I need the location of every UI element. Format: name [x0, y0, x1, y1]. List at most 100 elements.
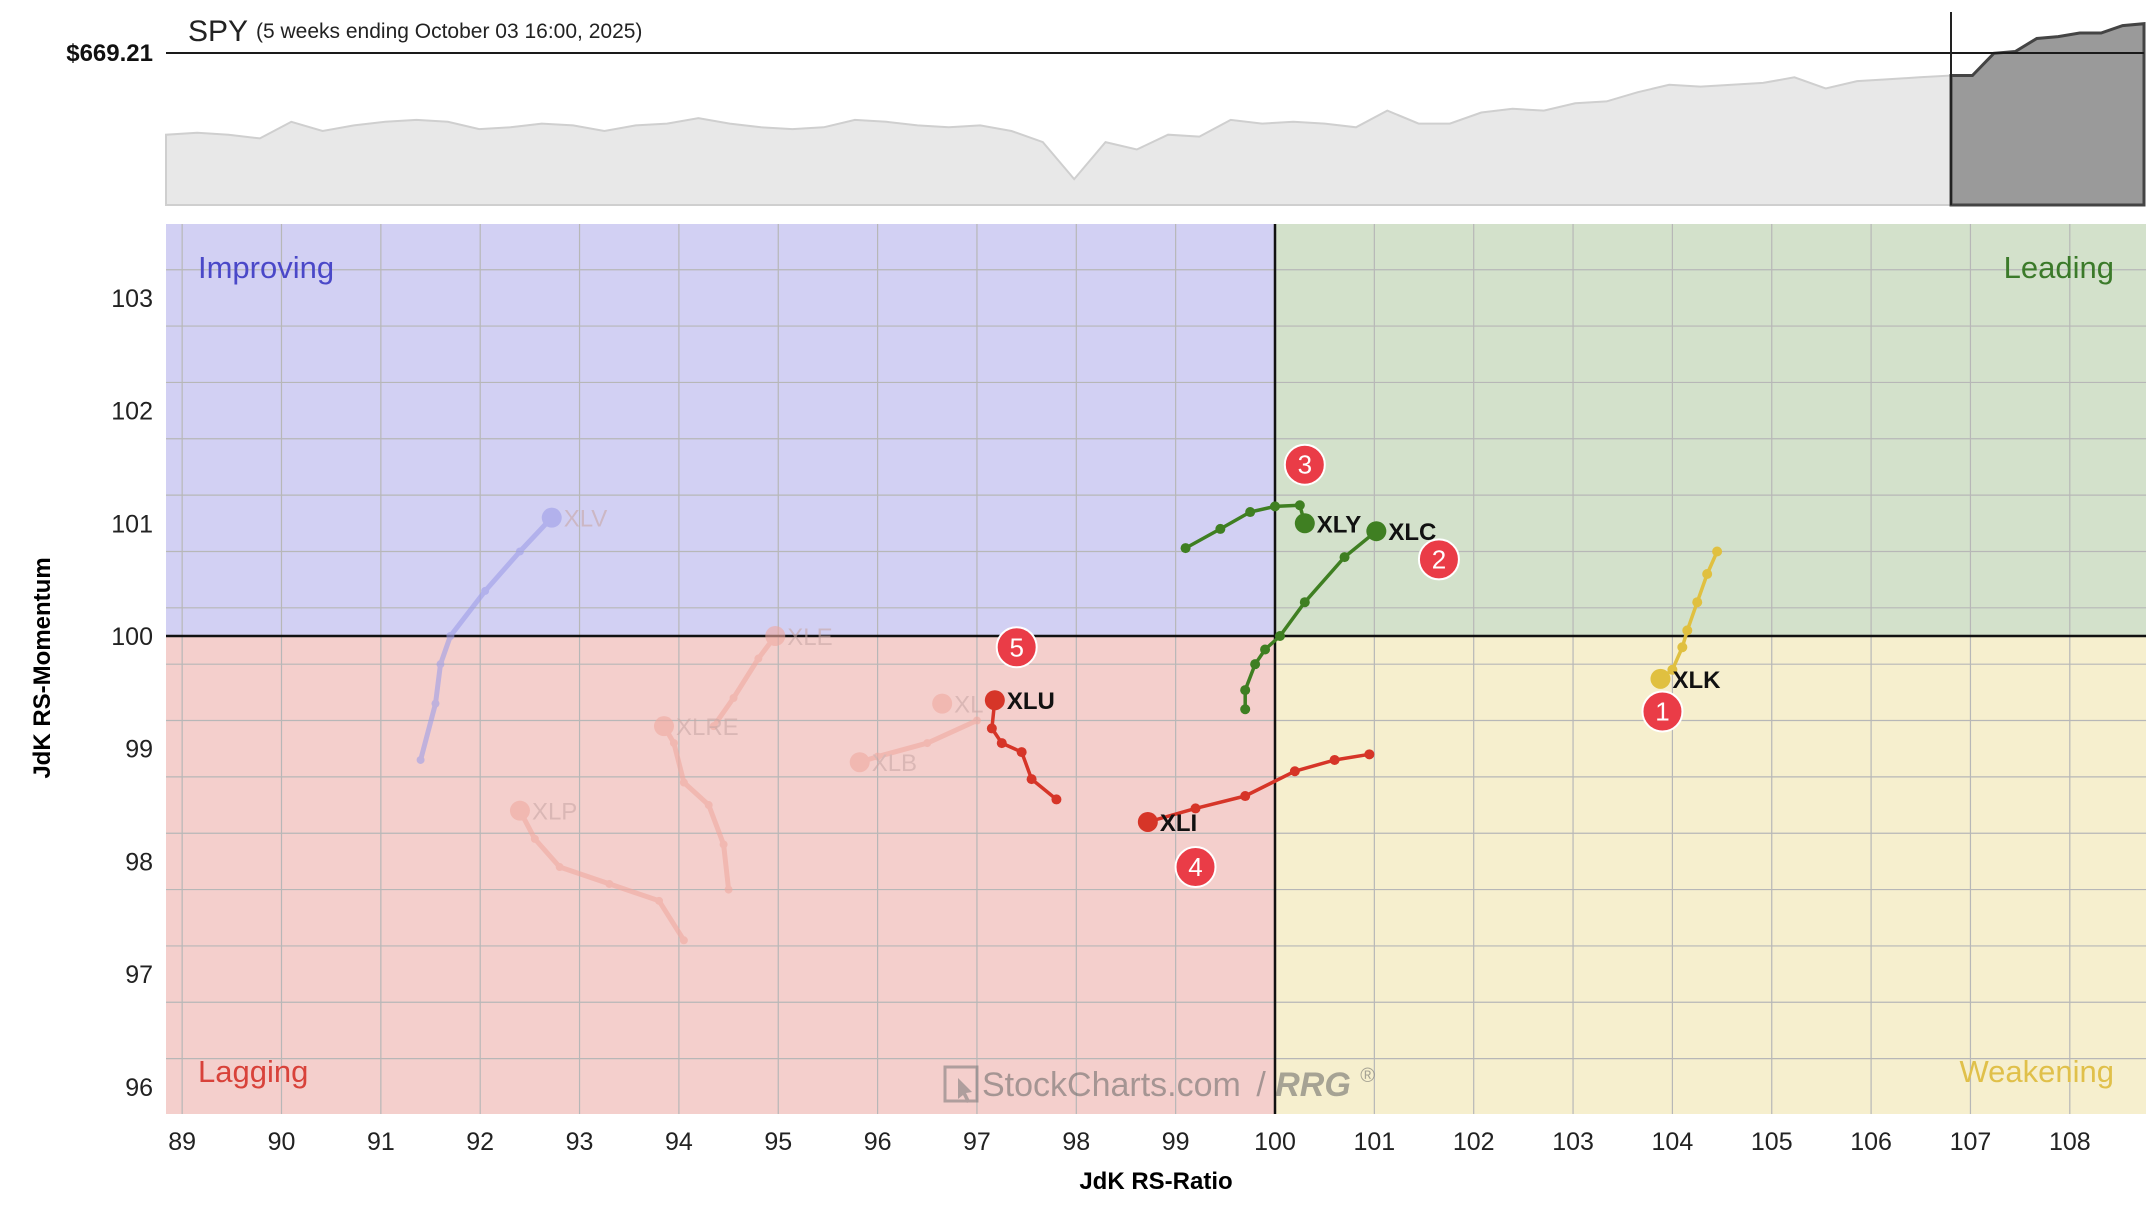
series-tail-xlp — [517, 808, 687, 943]
series-point — [555, 863, 564, 872]
axis-center-lines — [166, 224, 2146, 1114]
annotation-number: 4 — [1188, 852, 1202, 882]
spy-price-area — [165, 74, 1952, 206]
series-point — [724, 885, 733, 894]
series-point — [873, 752, 882, 761]
series-xlf[interactable]: XL — [932, 692, 984, 719]
series-head-xlre[interactable] — [653, 716, 674, 737]
y-tick-label: 97 — [125, 961, 153, 989]
x-tick-label: 97 — [963, 1128, 991, 1156]
price-value-label: $669.21 — [66, 40, 153, 67]
quadrant-lagging — [166, 636, 1275, 1114]
series-xlv[interactable]: XLV — [416, 506, 608, 764]
series-point — [605, 879, 614, 888]
series-label-xlb: XLB — [872, 750, 917, 777]
series-xlu[interactable]: XLU — [984, 688, 1062, 805]
quadrant-improving — [166, 224, 1275, 636]
series-head-xlp[interactable] — [509, 800, 530, 821]
series-point — [1245, 507, 1256, 518]
series-point — [704, 801, 713, 810]
series-point — [1702, 569, 1713, 580]
series-xlre[interactable]: XLRE — [653, 714, 739, 894]
x-tick-label: 101 — [1353, 1128, 1395, 1156]
x-tick-label: 107 — [1950, 1128, 1992, 1156]
annotation-circle — [1174, 846, 1217, 889]
cursor-icon — [958, 1078, 972, 1103]
y-tick-label: 100 — [111, 623, 153, 651]
series-point — [1682, 625, 1693, 636]
annotation-badge: 2 — [1417, 538, 1460, 581]
series-point — [1260, 644, 1271, 655]
series-head-xlb[interactable] — [849, 752, 870, 773]
series-head-xli[interactable] — [1137, 811, 1158, 832]
series-head-xlv[interactable] — [541, 507, 562, 528]
series-tail-xle — [711, 633, 778, 729]
series-xlb[interactable]: XLB — [849, 716, 981, 778]
svg-text:StockCharts.com /: StockCharts.com / RRG ® — [982, 1065, 1375, 1104]
series-point — [1270, 501, 1280, 512]
series-point — [1667, 664, 1678, 675]
stockcharts-logo-icon — [943, 1065, 979, 1103]
annotation-badge: 4 — [1174, 846, 1217, 889]
annotation-number: 1 — [1655, 697, 1669, 727]
series-point — [754, 654, 763, 663]
x-tick-label: 91 — [367, 1128, 395, 1156]
series-point — [986, 723, 997, 734]
series-label-xlv: XLV — [564, 506, 608, 533]
series-point — [996, 738, 1007, 749]
series-point — [1215, 523, 1226, 534]
annotation-circle — [1283, 443, 1326, 486]
series-point — [719, 840, 728, 849]
x-tick-label: 102 — [1453, 1128, 1495, 1156]
series-xli[interactable]: XLI — [1137, 749, 1375, 837]
x-tick-label: 95 — [764, 1128, 792, 1156]
annotation-badge: 1 — [1641, 690, 1684, 733]
series-tail-xli — [1146, 752, 1372, 824]
series-point — [729, 693, 738, 702]
quadrant-weakening — [1275, 636, 2146, 1114]
y-tick-label: 99 — [125, 736, 153, 764]
y-tick-label: 102 — [111, 398, 153, 426]
series-xlk[interactable]: XLK — [1650, 546, 1723, 694]
watermark-registered: ® — [1360, 1065, 1375, 1087]
series-point — [655, 896, 664, 905]
quadrant-label-weakening: Weakening — [1959, 1054, 2114, 1089]
series-point — [1677, 642, 1688, 653]
series-xly[interactable]: XLY — [1180, 500, 1362, 554]
series-point — [1026, 774, 1037, 785]
quadrant-label-leading: Leading — [2004, 250, 2114, 285]
series-point — [679, 936, 688, 945]
price-symbol: SPY — [188, 15, 248, 48]
series-head-xly[interactable] — [1294, 513, 1315, 534]
annotation-number: 3 — [1298, 450, 1312, 480]
annotation-number: 2 — [1432, 544, 1446, 574]
x-tick-label: 100 — [1254, 1128, 1296, 1156]
series-point — [431, 699, 440, 708]
annotation-circle — [1641, 690, 1684, 733]
series-label-xlp: XLP — [532, 799, 577, 826]
series-head-xle[interactable] — [765, 626, 786, 646]
series-point — [1364, 749, 1375, 760]
series-head-xlu[interactable] — [984, 690, 1005, 711]
series-head-xlk[interactable] — [1650, 668, 1671, 689]
quadrant-labels: Improving Leading Lagging Weakening — [198, 250, 2114, 1089]
x-tick-label: 94 — [665, 1128, 693, 1156]
series-head-xlc[interactable] — [1366, 521, 1387, 542]
series-label-xli: XLI — [1160, 810, 1197, 837]
series-head-xlf[interactable] — [932, 693, 953, 714]
grid-lines — [166, 224, 2146, 1114]
series-point — [1240, 685, 1251, 696]
series-xle[interactable]: XLE — [709, 624, 833, 731]
series-point — [972, 716, 981, 725]
series-label-xlf: XL — [954, 692, 983, 719]
series-point — [1339, 552, 1350, 563]
series-point — [1240, 704, 1251, 715]
x-tick-label: 106 — [1850, 1128, 1892, 1156]
x-tick-label: 90 — [268, 1128, 296, 1156]
series-xlp[interactable]: XLP — [509, 799, 688, 945]
series-label-xlu: XLU — [1007, 688, 1055, 715]
y-tick-label: 96 — [125, 1074, 153, 1102]
series-point — [1240, 791, 1251, 802]
